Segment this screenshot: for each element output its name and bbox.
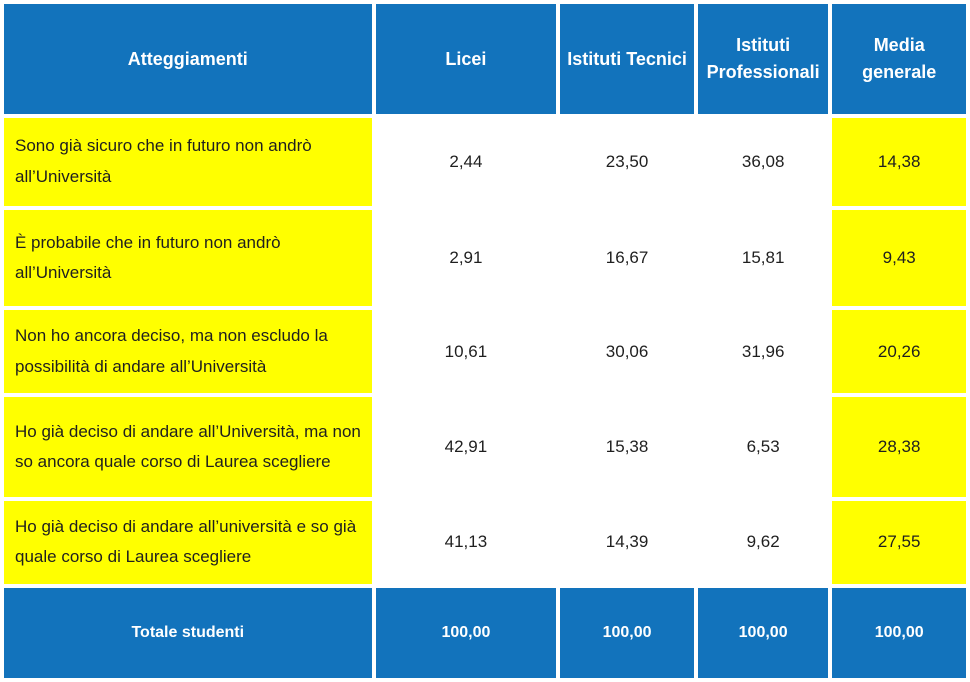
row-label: Ho già deciso di andare all’Università, … bbox=[4, 397, 372, 497]
cell-professionali: 6,53 bbox=[697, 397, 829, 497]
totals-label: Totale studenti bbox=[4, 587, 372, 678]
column-header-licei: Licei bbox=[375, 4, 557, 114]
cell-tecnici: 23,50 bbox=[560, 118, 694, 207]
cell-licei: 2,91 bbox=[375, 210, 557, 307]
column-header-istituti-professionali: Istituti Professionali bbox=[697, 4, 829, 114]
table-row: Sono già sicuro che in futuro non andrò … bbox=[4, 118, 966, 207]
cell-professionali: 9,62 bbox=[697, 500, 829, 584]
table-row: Non ho ancora deciso, ma non escludo la … bbox=[4, 310, 966, 394]
cell-tecnici: 14,39 bbox=[560, 500, 694, 584]
total-professionali: 100,00 bbox=[697, 587, 829, 678]
cell-professionali: 31,96 bbox=[697, 310, 829, 394]
cell-media-generale: 14,38 bbox=[832, 118, 966, 207]
row-label: Non ho ancora deciso, ma non escludo la … bbox=[4, 310, 372, 394]
totals-row: Totale studenti 100,00 100,00 100,00 100… bbox=[4, 587, 966, 678]
table-row: Ho già deciso di andare all’università e… bbox=[4, 500, 966, 584]
column-header-media-generale: Media generale bbox=[832, 4, 966, 114]
cell-media-generale: 28,38 bbox=[832, 397, 966, 497]
table-row: È probabile che in futuro non andrò all’… bbox=[4, 210, 966, 307]
cell-licei: 2,44 bbox=[375, 118, 557, 207]
cell-media-generale: 27,55 bbox=[832, 500, 966, 584]
total-licei: 100,00 bbox=[375, 587, 557, 678]
cell-licei: 41,13 bbox=[375, 500, 557, 584]
header-row: Atteggiamenti Licei Istituti Tecnici Ist… bbox=[4, 4, 966, 114]
cell-tecnici: 15,38 bbox=[560, 397, 694, 497]
cell-licei: 10,61 bbox=[375, 310, 557, 394]
row-label: È probabile che in futuro non andrò all’… bbox=[4, 210, 372, 307]
column-header-istituti-tecnici: Istituti Tecnici bbox=[560, 4, 694, 114]
cell-licei: 42,91 bbox=[375, 397, 557, 497]
row-label: Ho già deciso di andare all’università e… bbox=[4, 500, 372, 584]
total-media-generale: 100,00 bbox=[832, 587, 966, 678]
cell-media-generale: 20,26 bbox=[832, 310, 966, 394]
row-label: Sono già sicuro che in futuro non andrò … bbox=[4, 118, 372, 207]
cell-professionali: 15,81 bbox=[697, 210, 829, 307]
cell-professionali: 36,08 bbox=[697, 118, 829, 207]
cell-media-generale: 9,43 bbox=[832, 210, 966, 307]
total-tecnici: 100,00 bbox=[560, 587, 694, 678]
cell-tecnici: 16,67 bbox=[560, 210, 694, 307]
table-row: Ho già deciso di andare all’Università, … bbox=[4, 397, 966, 497]
column-header-atteggiamenti: Atteggiamenti bbox=[4, 4, 372, 114]
cell-tecnici: 30,06 bbox=[560, 310, 694, 394]
